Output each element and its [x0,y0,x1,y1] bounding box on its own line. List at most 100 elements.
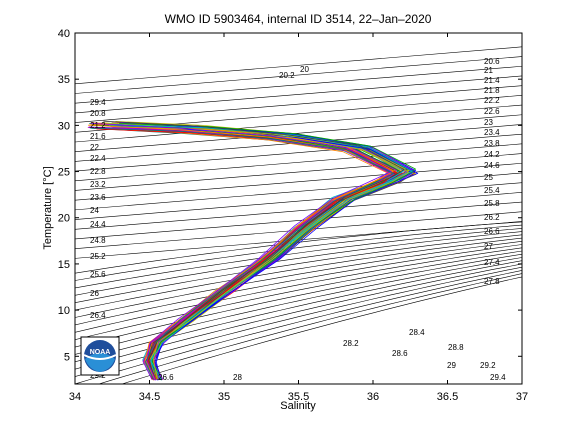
density-contour [75,224,522,281]
contour-label-left: 24.4 [90,220,106,229]
x-tick-label: 36.5 [437,391,458,403]
contour-label-left: 22 [90,143,99,152]
contour-label-left: 29.4 [90,98,106,107]
contour-label-right: 23.8 [484,139,500,148]
profile-line [113,124,413,379]
profile-line [119,123,416,380]
density-contour [75,201,522,240]
y-tick-label: 20 [58,213,70,225]
density-contour [75,231,522,296]
density-contour [75,244,522,326]
x-tick-label: 37 [516,391,528,403]
contour-label-left: 21.6 [90,132,106,141]
density-contour [75,182,522,220]
profile-line [110,126,409,380]
contour-label-right: 25.4 [484,186,500,195]
y-tick-label: 40 [58,28,70,40]
density-contour [75,65,522,104]
contour-label-left: 21.2 [90,121,106,130]
density-contour [75,228,522,289]
y-tick-label: 35 [58,74,70,86]
contour-label-left: 26.4 [90,311,106,320]
x-tick-label: 35 [218,391,230,403]
contour-label-right: 24.2 [484,150,500,159]
chart-title: WMO ID 5903464, internal ID 3514, 22–Jan… [165,12,432,26]
contour-label-right: 25 [484,173,493,182]
contour-label-bottom: 26.6 [158,373,174,382]
contour-label-left: 23.2 [90,180,106,189]
noaa-logo-text: NOAA [90,349,111,356]
contour-label-right: 27.4 [484,258,500,267]
profile-lines [87,120,419,381]
contour-label-right: 21.4 [484,76,500,85]
density-contour [75,250,522,340]
density-contour [75,172,522,211]
contour-label-left: 23.6 [90,193,106,202]
contour-label-right: 23 [484,118,493,127]
x-tick-label: 34 [69,391,81,403]
contour-label-right: 24.6 [484,161,500,170]
density-contour [75,234,522,303]
contour-label-right: 27 [484,242,493,251]
x-tick-label: 34.5 [139,391,160,403]
density-contour [75,104,522,143]
noaa-logo: NOAA [80,336,120,376]
contour-label-bottom: 28.2 [343,339,359,348]
y-tick-label: 30 [58,120,70,132]
contour-label-bottom: 29.4 [490,373,506,382]
contour-label-bottom: 28.6 [392,349,408,358]
contour-label-bottom: 29 [447,361,456,370]
contour-label-bottom: 28 [233,373,242,382]
density-contour [75,143,522,182]
y-tick-label: 10 [58,305,70,317]
y-tick-label: 5 [64,351,70,363]
x-tick-label: 36 [367,391,379,403]
contour-label-left: 22.8 [90,167,106,176]
y-axis-label: Temperature [°C] [42,166,54,249]
density-contour [75,247,522,333]
profile-line [90,123,392,380]
contour-label-left: 25.2 [90,252,106,261]
contour-label-right: 20.6 [484,57,500,66]
contour-label-bottom: 28.8 [448,343,464,352]
y-tick-label: 15 [58,259,70,271]
contour-label-top: 20.2 [279,71,295,80]
density-contour [75,241,522,318]
density-contour [75,85,522,123]
density-contours [75,46,522,384]
contour-label-right: 22.2 [484,96,500,105]
contour-label-right: 25.8 [484,199,500,208]
contour-label-bottom: 28.4 [409,328,425,337]
contour-label-right: 26.6 [484,227,500,236]
density-contour [75,253,522,348]
contour-label-left: 24 [90,206,99,215]
noaa-logo-gull [83,354,117,360]
contour-label-right: 26.2 [484,213,500,222]
density-contour [120,276,522,384]
density-contour [75,192,522,230]
contour-label-right: 23.4 [484,128,500,137]
contour-label-left: 25.6 [90,270,106,279]
contour-label-left: 22.4 [90,154,106,163]
contour-label-left: 26 [90,289,99,298]
density-contour [75,162,522,201]
density-contour [75,114,522,152]
contour-label-right: 27.8 [484,277,500,286]
density-contour-labels: 29.4 20.8 21.2 21.6 22 22.4 22.8 23.2 23.6 24 24.4… [90,57,506,382]
density-contour [75,257,522,355]
contour-label-bottom: 29.2 [480,361,496,370]
profile-line [89,127,394,380]
x-axis-label: Salinity [280,400,316,412]
y-axis: 5 10 15 20 25 30 35 40 [58,28,522,363]
profile-line [103,120,405,380]
contour-label-right: 22.6 [484,107,500,116]
density-contour [75,46,522,85]
density-contour [75,153,522,191]
density-contour [75,133,522,172]
contour-label-right: 21 [484,66,493,75]
x-tick-label: 35.5 [288,391,309,403]
density-contour [75,237,522,311]
profile-line [87,127,391,381]
contour-label-top: 20 [300,65,309,74]
